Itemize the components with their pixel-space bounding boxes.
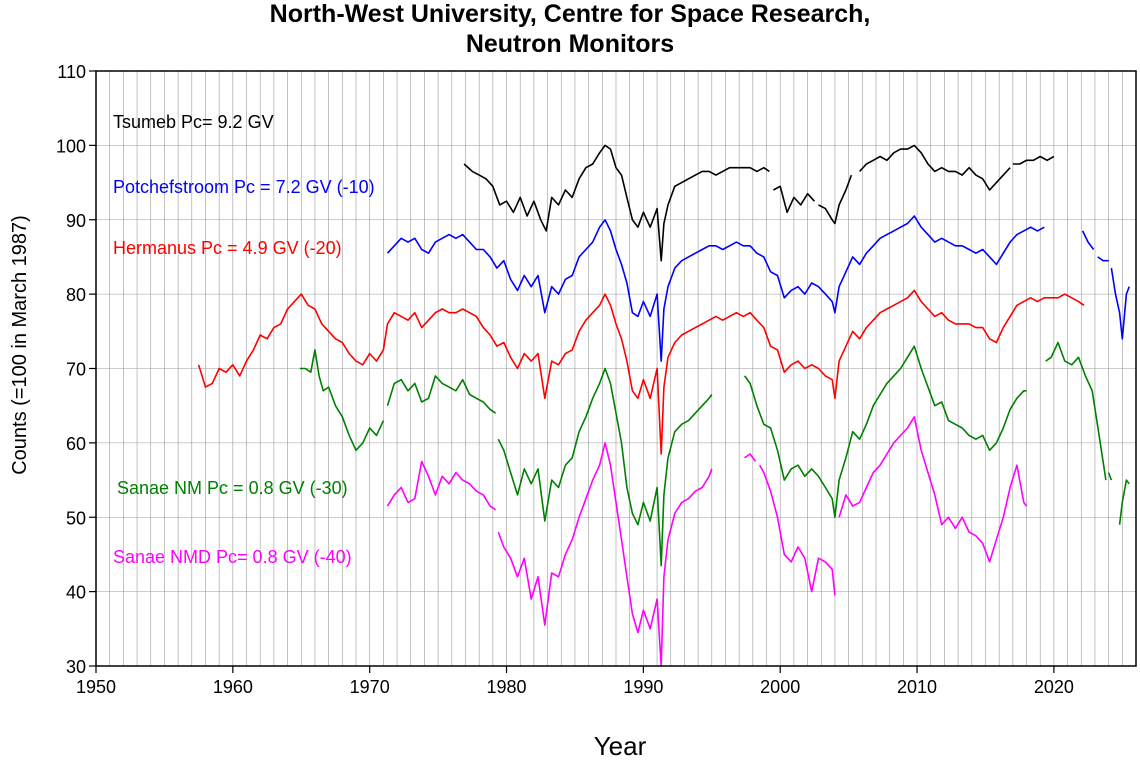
series-label-0: Tsumeb Pc= 9.2 GV	[113, 112, 274, 132]
series-0-segment-2	[818, 174, 853, 225]
series-0-segment-3	[859, 144, 1011, 191]
y-tick-label-90: 90	[66, 211, 86, 231]
series-label-4: Sanae NMD Pc= 0.8 GV (-40)	[113, 547, 352, 567]
x-tick-label-2010: 2010	[897, 677, 937, 697]
series-3-segment-6	[1118, 479, 1130, 525]
series-0-segment-0	[463, 144, 770, 262]
grid	[95, 70, 1137, 667]
annotations: Tsumeb Pc= 9.2 GV Potchefstroom Pc = 7.2 …	[113, 112, 375, 567]
x-tick-label-1990: 1990	[623, 677, 663, 697]
series-1-segment-3	[1110, 267, 1130, 340]
y-tick-label-100: 100	[56, 136, 86, 156]
series-0-segment-4	[1012, 155, 1055, 165]
series-2-segment-0	[197, 289, 1085, 455]
y-tick-label-30: 30	[66, 657, 86, 677]
axis-ticks: 1950 1960 1970 1980 1990 2000 2010 2020 30 40 50 60…	[56, 62, 1074, 697]
series-4-segment-4	[838, 415, 1028, 563]
x-tick-label-2000: 2000	[760, 677, 800, 697]
y-tick-label-50: 50	[66, 508, 86, 528]
series-1-segment-2	[1097, 256, 1109, 262]
series-group	[197, 144, 1130, 667]
x-tick-label-1970: 1970	[350, 677, 390, 697]
series-1-segment-1	[1081, 230, 1095, 250]
series-label-2: Hermanus Pc = 4.9 GV (-20)	[113, 238, 342, 258]
series-3-segment-2	[497, 367, 713, 567]
x-tick-label-1960: 1960	[213, 677, 253, 697]
y-tick-label-60: 60	[66, 434, 86, 454]
y-tick-label-80: 80	[66, 285, 86, 305]
x-tick-label-1950: 1950	[76, 677, 116, 697]
series-4-segment-1	[497, 442, 713, 667]
series-0-segment-1	[773, 185, 815, 214]
chart-title-line-2: Neutron Monitors	[465, 30, 675, 58]
y-tick-label-70: 70	[66, 360, 86, 380]
series-3-segment-4	[1045, 341, 1107, 481]
series-4-segment-2	[744, 453, 757, 462]
series-label-3: Sanae NM Pc = 0.8 GV (-30)	[117, 478, 348, 498]
y-tick-label-40: 40	[66, 583, 86, 603]
series-3-segment-0	[299, 349, 385, 452]
series-4-segment-0	[386, 460, 497, 511]
series-1-segment-0	[386, 215, 1045, 362]
x-tick-label-1980: 1980	[487, 677, 527, 697]
x-axis-label: Year	[594, 731, 647, 760]
series-3-segment-5	[1107, 472, 1113, 481]
series-4-segment-3	[759, 464, 836, 596]
series-label-1: Potchefstroom Pc = 7.2 GV (-10)	[113, 177, 375, 197]
y-axis-label: Counts (=100 in March 1987)	[9, 215, 31, 475]
x-tick-label-2020: 2020	[1034, 677, 1074, 697]
chart-title-line-1: North-West University, Centre for Space …	[269, 0, 871, 28]
y-tick-label-110: 110	[57, 62, 86, 82]
series-3-segment-1	[386, 375, 497, 414]
series-3-segment-3	[743, 345, 1027, 519]
